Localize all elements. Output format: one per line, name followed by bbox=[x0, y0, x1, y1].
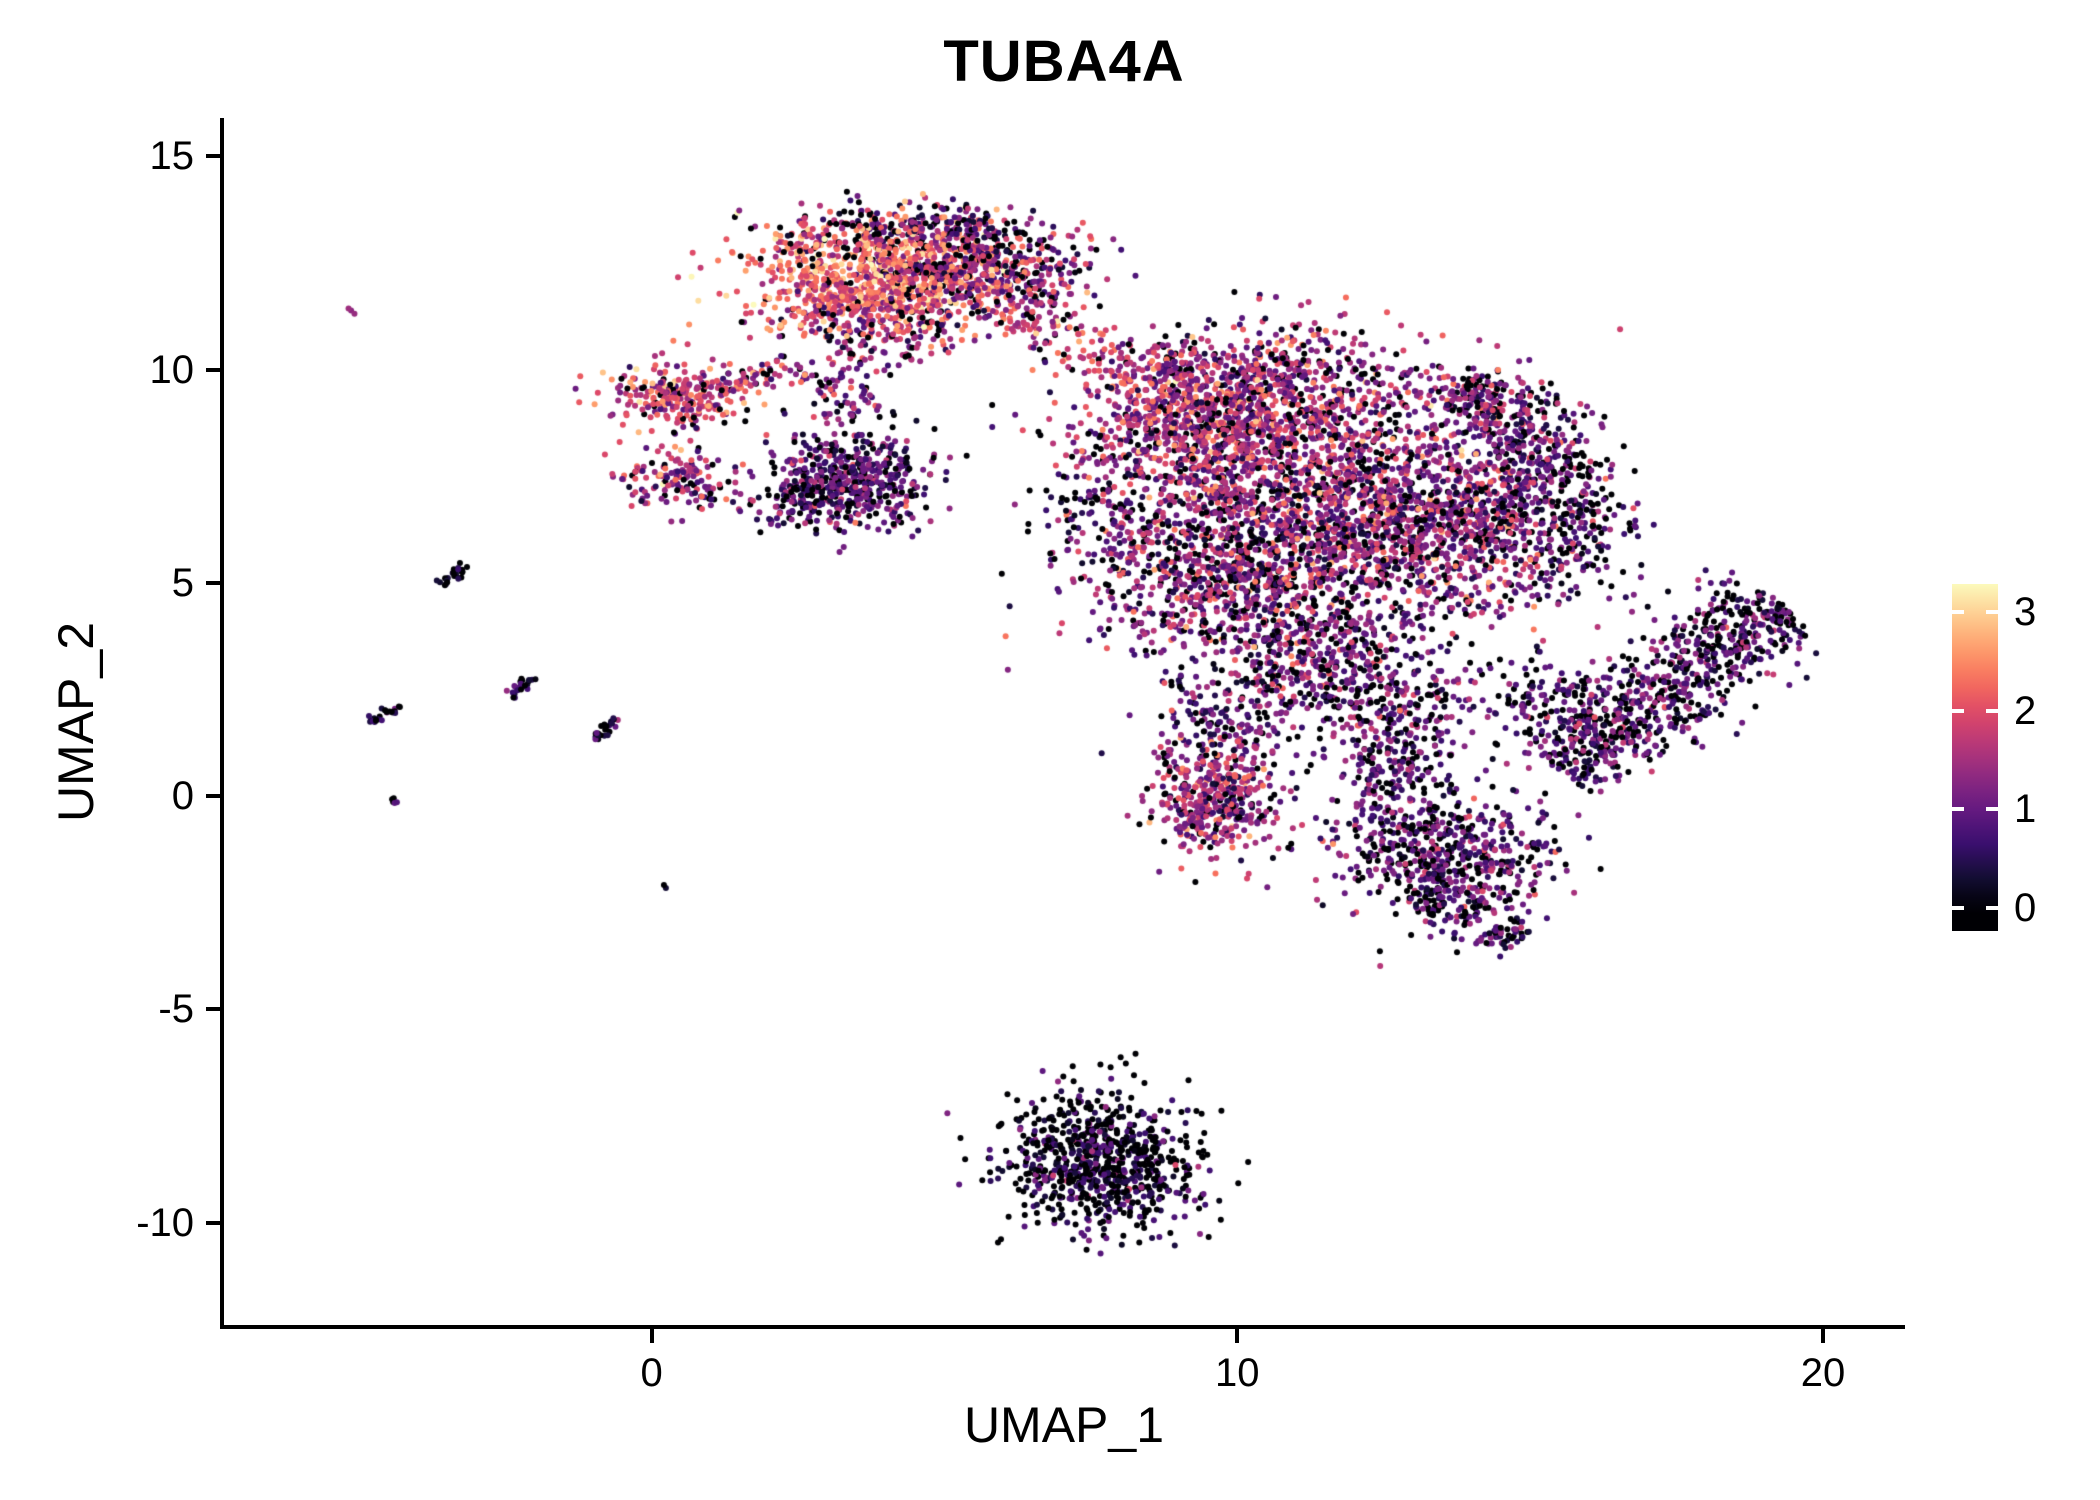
y-tick-label: -10 bbox=[136, 1200, 194, 1245]
x-tick bbox=[1235, 1329, 1240, 1343]
y-tick-label: 15 bbox=[149, 134, 195, 179]
y-tick bbox=[206, 1220, 220, 1225]
legend-tick-label: 2 bbox=[2014, 688, 2037, 733]
y-tick bbox=[206, 367, 220, 372]
x-axis-line bbox=[220, 1325, 1905, 1329]
legend-tick-mark bbox=[1986, 906, 1998, 911]
legend-tick-label: 3 bbox=[2014, 589, 2037, 634]
x-tick-label: 20 bbox=[1800, 1351, 1846, 1395]
y-tick-label: 10 bbox=[149, 347, 195, 392]
legend-colorbar bbox=[1952, 584, 1998, 931]
x-tick bbox=[649, 1329, 654, 1343]
legend-tick-mark bbox=[1986, 708, 1998, 713]
x-tick bbox=[1821, 1329, 1825, 1343]
y-tick bbox=[206, 794, 220, 799]
x-tick-label: 10 bbox=[1215, 1351, 1260, 1395]
x-tick-label: 0 bbox=[640, 1351, 663, 1395]
legend-tick-mark bbox=[1952, 708, 1964, 713]
y-axis-label: UMAP_2 bbox=[48, 621, 104, 823]
legend-tick-label: 0 bbox=[2014, 886, 2037, 931]
legend-tick-label: 1 bbox=[2014, 787, 2037, 832]
legend-tick-mark bbox=[1952, 609, 1964, 614]
legend-tick-mark bbox=[1986, 609, 1998, 614]
y-tick-label: 0 bbox=[171, 774, 194, 819]
y-tick-label: 5 bbox=[171, 560, 194, 605]
x-axis-label: UMAP_1 bbox=[963, 1397, 1165, 1453]
legend-tick-mark bbox=[1952, 906, 1964, 911]
plot-title: TUBA4A bbox=[943, 29, 1185, 94]
legend-tick-mark bbox=[1986, 807, 1998, 812]
y-tick bbox=[206, 580, 220, 585]
legend-tick-mark bbox=[1952, 807, 1964, 812]
y-axis-line bbox=[220, 118, 224, 1329]
y-tick-label: -5 bbox=[158, 987, 194, 1032]
y-tick bbox=[206, 1007, 220, 1012]
y-tick bbox=[206, 154, 220, 159]
